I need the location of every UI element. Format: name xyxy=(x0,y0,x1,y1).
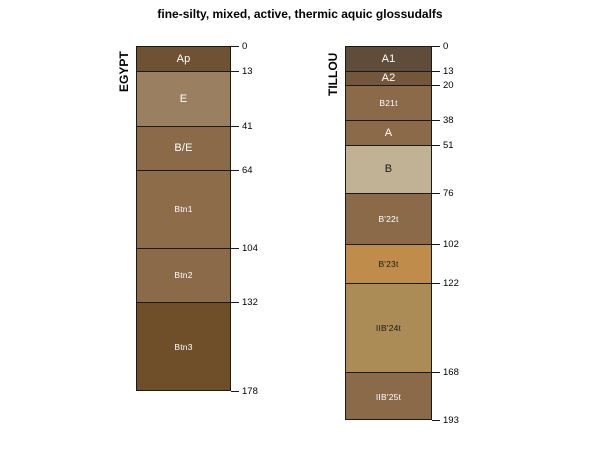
profile-id-tillou: TILLOU xyxy=(326,52,340,96)
depth-tick xyxy=(231,71,239,72)
depth-tick xyxy=(432,372,440,373)
horizon-b21t: B21t xyxy=(346,86,431,121)
depth-tick-label: 132 xyxy=(242,297,258,308)
depth-tick-label: 178 xyxy=(242,386,258,397)
horizon-label: B'22t xyxy=(378,213,399,224)
horizon-label: Btn1 xyxy=(174,204,193,215)
depth-tick xyxy=(231,302,239,303)
horizon-be: B/E xyxy=(137,127,230,171)
horizon-label: Btn3 xyxy=(174,342,193,353)
horizon-label: Btn2 xyxy=(174,270,193,281)
horizon-a1: A1 xyxy=(346,47,431,72)
horizon-b: B xyxy=(346,146,431,194)
depth-tick xyxy=(231,126,239,127)
depth-tick xyxy=(231,46,239,47)
horizon-label: IIB'25t xyxy=(375,391,402,402)
horizon-label: A2 xyxy=(381,72,396,84)
horizon-b23t: B'23t xyxy=(346,245,431,284)
horizon-btn3: Btn3 xyxy=(137,303,230,390)
horizon-ap: Ap xyxy=(137,47,230,72)
depth-tick xyxy=(432,193,440,194)
profile-column-egypt: Ap E B/E Btn1 Btn2 Btn3 xyxy=(136,46,231,391)
depth-tick-label: 76 xyxy=(443,188,454,199)
horizon-label: B xyxy=(384,163,393,175)
horizon-btn1: Btn1 xyxy=(137,171,230,249)
depth-tick-label: 168 xyxy=(443,367,459,378)
depth-tick-label: 38 xyxy=(443,115,454,126)
horizon-label: Ap xyxy=(176,52,191,65)
profile-id-egypt: EGYPT xyxy=(117,51,131,92)
depth-tick-label: 13 xyxy=(242,66,253,77)
depth-tick xyxy=(432,46,440,47)
horizon-label: B21t xyxy=(379,97,398,108)
depth-tick-label: 51 xyxy=(443,140,454,151)
horizon-a2: A2 xyxy=(346,72,431,86)
horizon-iib25t: IIB'25t xyxy=(346,373,431,419)
horizon-label: A xyxy=(384,126,393,139)
depth-tick-label: 0 xyxy=(443,41,449,52)
depth-tick-label: 0 xyxy=(242,41,248,52)
depth-tick-label: 13 xyxy=(443,66,454,77)
depth-tick xyxy=(231,170,239,171)
figure-title: fine-silty, mixed, active, thermic aquic… xyxy=(157,7,443,21)
depth-tick xyxy=(432,283,440,284)
depth-tick xyxy=(231,391,239,392)
depth-tick xyxy=(231,248,239,249)
depth-tick xyxy=(432,85,440,86)
depth-tick-label: 41 xyxy=(242,121,253,132)
depth-tick xyxy=(432,420,440,421)
horizon-label: B'23t xyxy=(378,258,399,269)
horizon-a: A xyxy=(346,121,431,146)
profile-column-tillou: A1 A2 B21t A B B'22t B'23t IIB'24t IIB'25t xyxy=(345,46,432,420)
horizon-label: E xyxy=(179,92,188,105)
depth-tick-label: 193 xyxy=(443,415,459,426)
horizon-label: B/E xyxy=(174,142,193,154)
horizon-e: E xyxy=(137,72,230,127)
depth-tick-label: 122 xyxy=(443,278,459,289)
depth-tick xyxy=(432,145,440,146)
depth-tick-label: 64 xyxy=(242,165,253,176)
horizon-label: A1 xyxy=(381,52,396,65)
horizon-btn2: Btn2 xyxy=(137,249,230,303)
horizon-b22t: B'22t xyxy=(346,194,431,245)
depth-tick-label: 104 xyxy=(242,243,258,254)
horizon-label: IIB'24t xyxy=(375,322,402,333)
depth-tick xyxy=(432,71,440,72)
depth-tick-label: 20 xyxy=(443,80,454,91)
depth-tick xyxy=(432,244,440,245)
depth-tick-label: 102 xyxy=(443,239,459,250)
horizon-iib24t: IIB'24t xyxy=(346,284,431,373)
depth-tick xyxy=(432,120,440,121)
